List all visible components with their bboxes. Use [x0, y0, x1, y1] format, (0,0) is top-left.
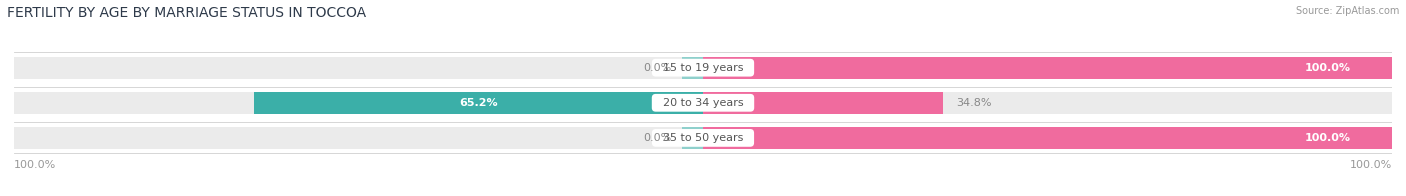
Bar	[703, 57, 1392, 79]
Text: 0.0%: 0.0%	[644, 133, 672, 143]
Bar	[682, 127, 703, 149]
Bar	[703, 92, 943, 114]
Text: 15 to 19 years: 15 to 19 years	[655, 63, 751, 73]
Text: 65.2%: 65.2%	[460, 98, 498, 108]
Bar	[703, 57, 1392, 79]
Text: 20 to 34 years: 20 to 34 years	[655, 98, 751, 108]
Bar	[14, 92, 703, 114]
Bar	[703, 127, 1392, 149]
Bar	[14, 57, 703, 79]
Text: 34.8%: 34.8%	[956, 98, 993, 108]
Text: 100.0%: 100.0%	[1305, 63, 1351, 73]
Bar	[14, 127, 703, 149]
Text: 0.0%: 0.0%	[644, 63, 672, 73]
Text: 35 to 50 years: 35 to 50 years	[655, 133, 751, 143]
Bar	[703, 127, 1392, 149]
Text: 100.0%: 100.0%	[1350, 160, 1392, 170]
Text: 100.0%: 100.0%	[1305, 133, 1351, 143]
Bar	[703, 92, 1392, 114]
Bar	[682, 57, 703, 79]
Text: 100.0%: 100.0%	[14, 160, 56, 170]
Text: FERTILITY BY AGE BY MARRIAGE STATUS IN TOCCOA: FERTILITY BY AGE BY MARRIAGE STATUS IN T…	[7, 6, 366, 20]
Text: Source: ZipAtlas.com: Source: ZipAtlas.com	[1295, 6, 1399, 16]
Bar	[254, 92, 703, 114]
